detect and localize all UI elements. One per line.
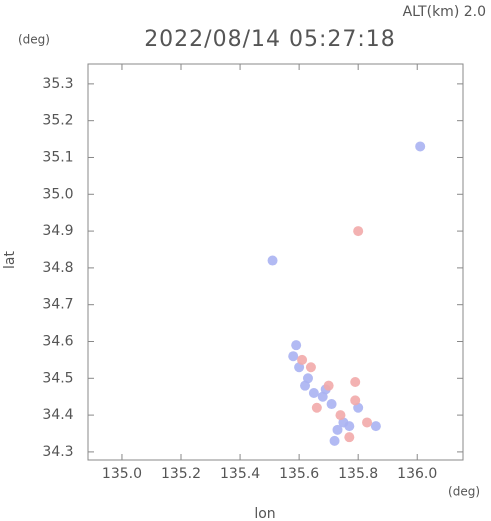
y-tick-label: 34.4 — [42, 407, 73, 423]
y-tick-label: 34.8 — [42, 260, 73, 276]
x-tick-label: 135.8 — [338, 466, 378, 482]
chart-title: 2022/08/14 05:27:18 — [144, 27, 396, 52]
echo — [267, 255, 278, 266]
y-tick-label: 34.7 — [42, 297, 73, 313]
echo — [350, 376, 361, 387]
x-tick-label: 135.4 — [220, 466, 260, 482]
echo — [362, 417, 373, 428]
echo — [305, 362, 316, 373]
x-unit: (deg) — [448, 485, 480, 499]
y-tick-label: 34.3 — [42, 444, 73, 460]
y-tick-label: 35.1 — [42, 149, 73, 165]
echo — [323, 380, 334, 391]
echo — [291, 340, 302, 351]
echo — [415, 141, 426, 152]
y-axis-label: lat — [2, 251, 18, 269]
echo — [329, 435, 340, 446]
y-tick-label: 34.9 — [42, 223, 73, 239]
echo — [308, 388, 319, 399]
y-unit: (deg) — [18, 33, 50, 47]
y-tick-label: 34.6 — [42, 333, 73, 349]
y-tick-label: 34.5 — [42, 370, 73, 386]
y-tick-label: 35.0 — [42, 186, 73, 202]
x-tick-label: 136.0 — [397, 466, 437, 482]
echo — [335, 410, 346, 421]
x-axis-label: lon — [254, 506, 275, 521]
x-tick-label: 135.2 — [161, 466, 201, 482]
echo — [332, 424, 343, 435]
echo — [311, 402, 322, 413]
y-tick-label: 35.2 — [42, 113, 73, 129]
echo — [353, 226, 364, 237]
altitude: ALT(km) 2.0 — [403, 4, 486, 20]
echo — [350, 395, 361, 406]
echo — [370, 421, 381, 432]
echo — [300, 380, 311, 391]
echo — [344, 432, 355, 443]
x-tick-label: 135.6 — [279, 466, 319, 482]
echo — [326, 399, 337, 410]
x-tick-label: 135.0 — [102, 466, 142, 482]
echo — [288, 351, 299, 362]
echo — [297, 354, 308, 365]
echo — [344, 421, 355, 432]
plot-frame — [87, 63, 464, 461]
y-tick-label: 35.3 — [42, 76, 73, 92]
